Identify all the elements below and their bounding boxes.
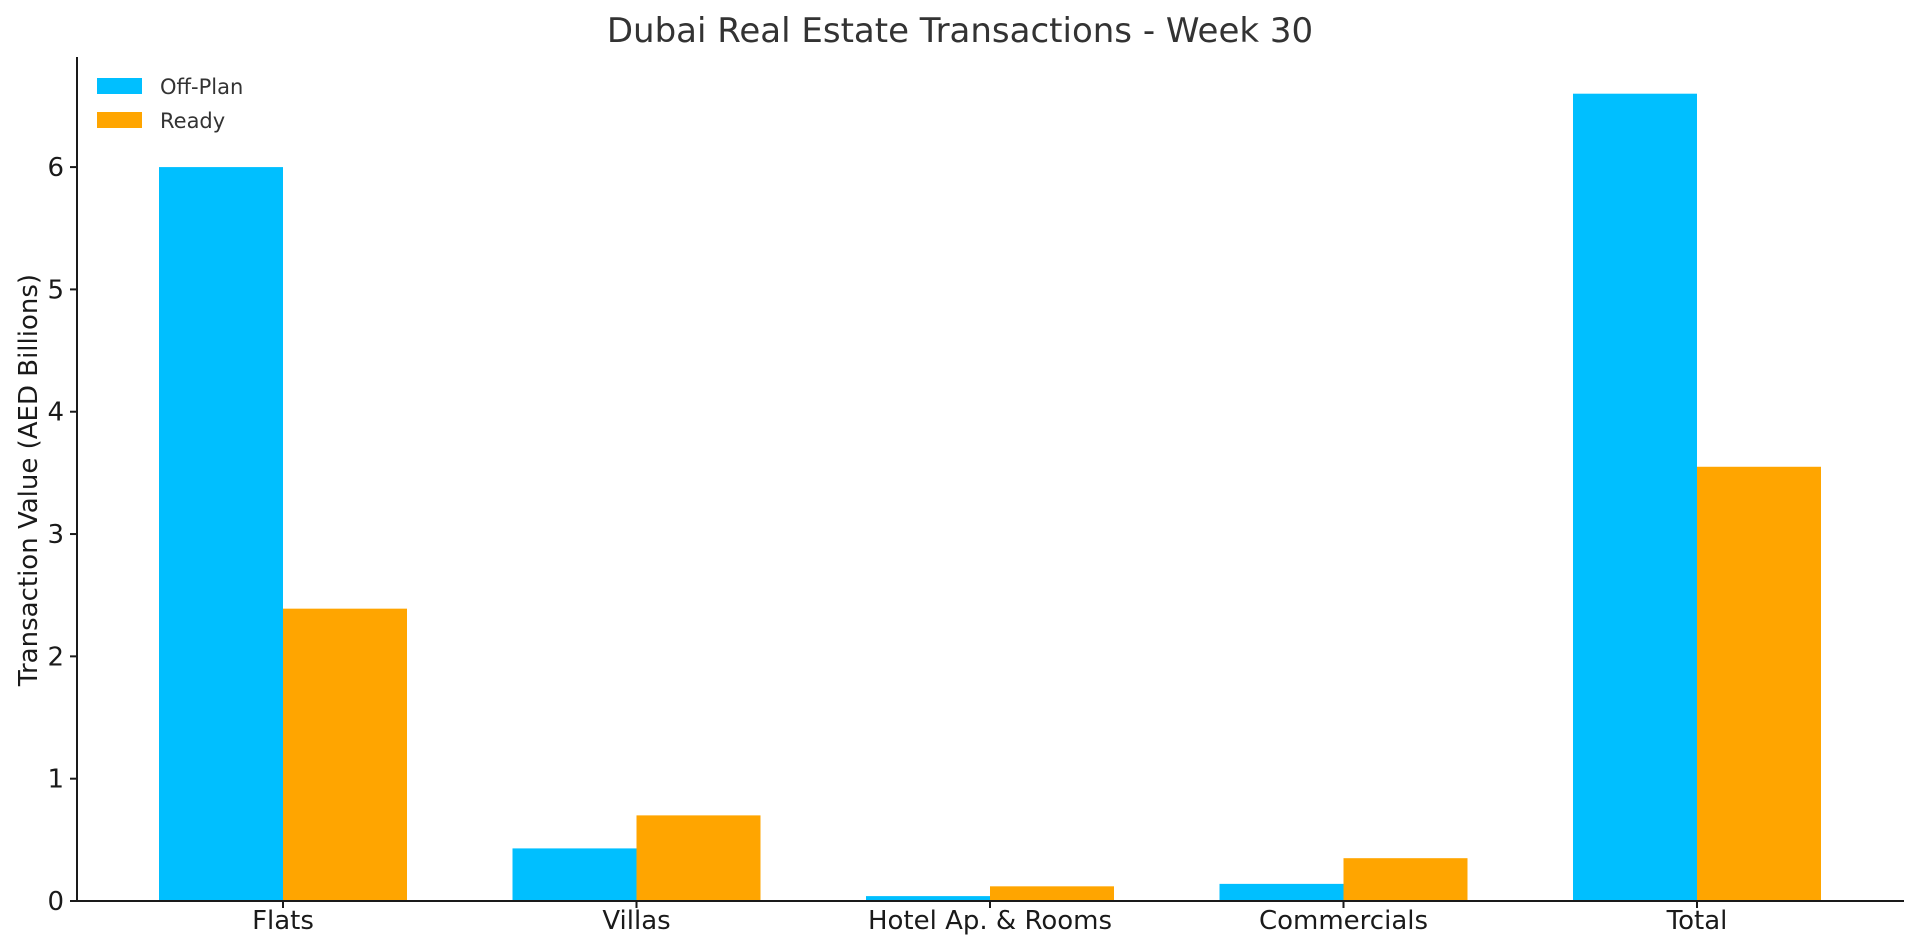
x-tick-label: Commercials xyxy=(1259,906,1428,936)
legend-label-ready: Ready xyxy=(160,109,225,133)
y-tick-label: 4 xyxy=(47,398,64,428)
bar-off-plan-total xyxy=(1573,93,1697,901)
legend-swatch-off-plan xyxy=(97,78,142,94)
x-tick-label: Flats xyxy=(252,906,314,936)
bar-off-plan-commercials xyxy=(1219,883,1344,901)
y-tick-label: 3 xyxy=(47,520,64,550)
bar-ready-villas xyxy=(636,815,761,901)
y-tick-label: 6 xyxy=(47,153,64,183)
bar-ready-hotel-ap-rooms xyxy=(990,886,1114,901)
y-axis-label: Transaction Value (AED Billions) xyxy=(14,274,44,687)
bar-off-plan-villas xyxy=(512,848,637,901)
bar-ready-flats xyxy=(283,608,407,901)
bar-off-plan-hotel-ap-rooms xyxy=(866,896,990,901)
legend-label-off-plan: Off-Plan xyxy=(160,75,243,99)
y-tick-label: 0 xyxy=(47,887,64,917)
y-tick-label: 2 xyxy=(47,642,64,672)
bars-layer xyxy=(159,93,1821,901)
y-tick-label: 5 xyxy=(47,275,64,305)
y-tick-label: 1 xyxy=(47,765,64,795)
legend-swatch-ready xyxy=(97,112,142,128)
chart-title: Dubai Real Estate Transactions - Week 30 xyxy=(607,11,1313,51)
bar-ready-commercials xyxy=(1343,858,1468,901)
bar-off-plan-flats xyxy=(159,167,283,901)
x-tick-label: Total xyxy=(1666,906,1728,936)
x-tick-label: Hotel Ap. & Rooms xyxy=(868,906,1112,936)
x-tick-label: Villas xyxy=(602,906,670,936)
axes-layer: 0 1 2 3 4 5 6 Flats Villas Hotel Ap. & Rooms Comme… xyxy=(47,57,1904,936)
legend: Off-Plan Ready xyxy=(97,75,243,133)
bar-ready-total xyxy=(1697,466,1821,901)
